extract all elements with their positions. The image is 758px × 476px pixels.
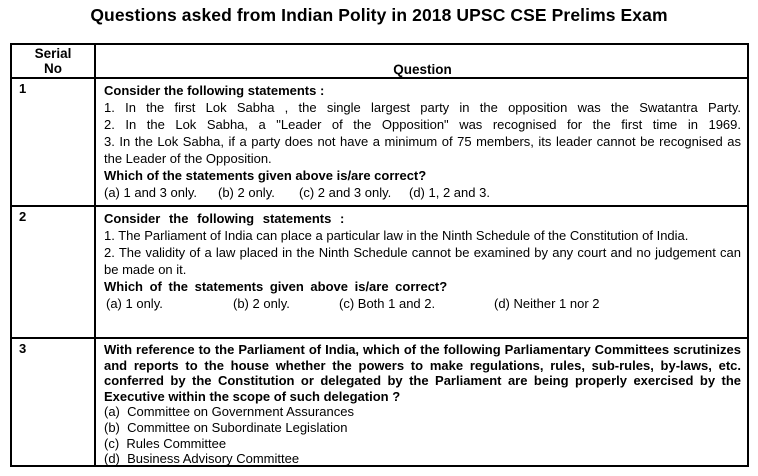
question-cell: With reference to the Parliament of Indi… bbox=[96, 339, 747, 465]
option-b: (b) 2 only. bbox=[233, 296, 290, 311]
statement-1: 1. In the first Lok Sabha , the single l… bbox=[104, 100, 741, 115]
option-d: (d) Business Advisory Committee bbox=[104, 451, 300, 465]
serial-number: 1 bbox=[12, 79, 96, 205]
option-c: (c) 2 and 3 only. bbox=[299, 185, 392, 200]
option-a: (a) 1 only. bbox=[106, 296, 163, 311]
question-intro: Consider the following statements : bbox=[104, 211, 345, 226]
option-b: (b) Committee on Subordinate Legislation bbox=[104, 419, 348, 435]
questions-table: Serial No Question 1 Consider the follow… bbox=[10, 43, 749, 467]
option-a: (a) Committee on Government Assurances bbox=[104, 404, 354, 420]
question-prompt: Which of the statements given above is/a… bbox=[104, 168, 427, 183]
table-row: 1 Consider the following statements : 1.… bbox=[12, 77, 747, 205]
header-question: Question bbox=[96, 45, 747, 77]
table-header-row: Serial No Question bbox=[12, 45, 747, 77]
table-row: 2 Consider the following statements : 1.… bbox=[12, 205, 747, 337]
option-a: (a) 1 and 3 only. bbox=[104, 185, 197, 200]
options-row: (a) 1 only. (b) 2 only. (c) Both 1 and 2… bbox=[104, 295, 741, 312]
statement-2: 2. In the Lok Sabha, a "Leader of the Op… bbox=[104, 117, 741, 132]
page-title: Questions asked from Indian Polity in 20… bbox=[90, 5, 668, 25]
question-prompt: Which of the statements given above is/a… bbox=[104, 279, 448, 294]
question-intro: Consider the following statements : bbox=[104, 83, 325, 98]
serial-number: 2 bbox=[12, 207, 96, 337]
option-d: (d) 1, 2 and 3. bbox=[409, 185, 490, 200]
option-c: (c) Rules Committee bbox=[104, 435, 227, 451]
statement-3: 3. In the Lok Sabha, if a party does not… bbox=[104, 134, 741, 166]
header-question-label: Question bbox=[393, 62, 452, 77]
option-b: (b) 2 only. bbox=[218, 185, 275, 200]
statement-2: 2. The validity of a law placed in the N… bbox=[104, 245, 741, 277]
header-serial-no-label: Serial No bbox=[34, 46, 72, 76]
question-cell: Consider the following statements : 1. T… bbox=[96, 207, 747, 337]
header-serial-no: Serial No bbox=[12, 45, 96, 77]
options-row: (a) 1 and 3 only. (b) 2 only. (c) 2 and … bbox=[104, 184, 741, 201]
statement-1: 1. The Parliament of India can place a p… bbox=[104, 228, 689, 243]
table-row: 3 With reference to the Parliament of In… bbox=[12, 337, 747, 465]
question-text: With reference to the Parliament of Indi… bbox=[104, 342, 741, 404]
question-cell: Consider the following statements : 1. I… bbox=[96, 79, 747, 205]
option-d: (d) Neither 1 nor 2 bbox=[494, 296, 600, 311]
option-c: (c) Both 1 and 2. bbox=[339, 296, 436, 311]
serial-number: 3 bbox=[12, 339, 96, 465]
